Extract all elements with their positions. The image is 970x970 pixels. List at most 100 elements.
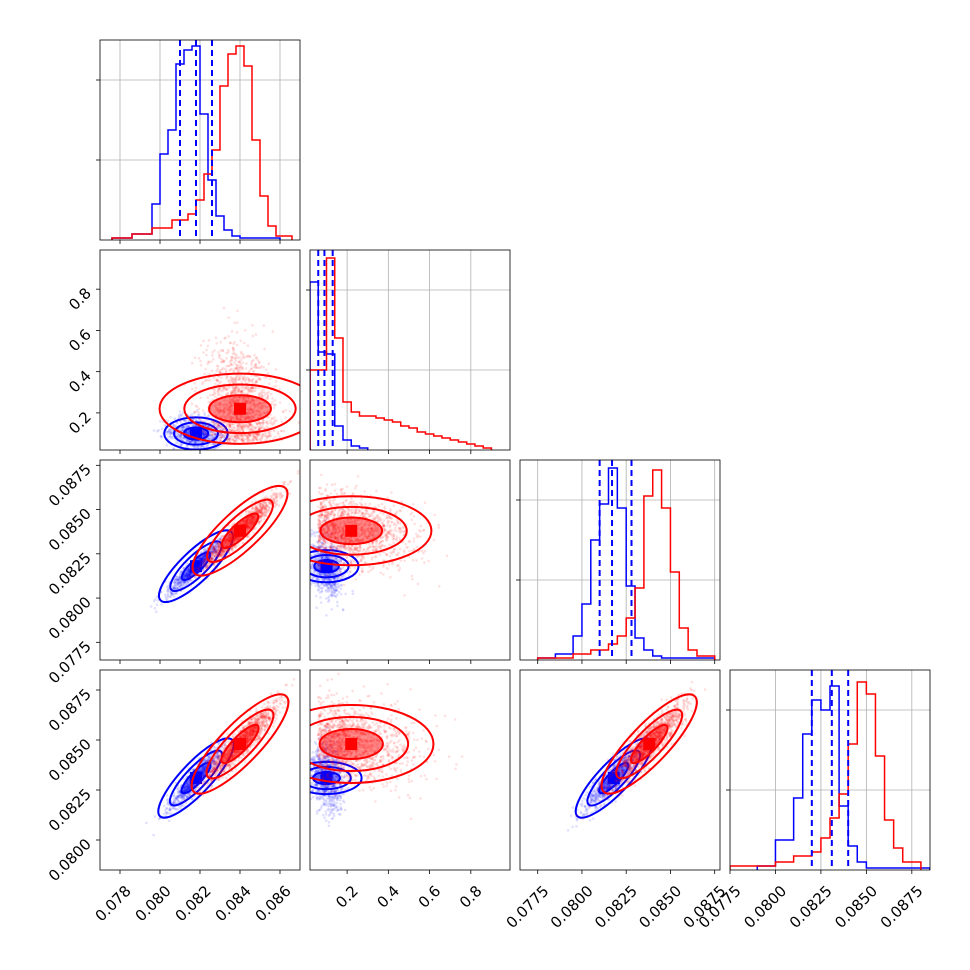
scatter-point <box>255 404 258 408</box>
scatter-point <box>216 365 220 368</box>
scatter-point <box>259 438 263 442</box>
scatter-point <box>218 433 222 437</box>
scatter-point <box>214 432 217 436</box>
scatter-point <box>214 395 217 399</box>
scatter-point <box>175 441 178 445</box>
scatter-point <box>223 417 227 420</box>
scatter-point <box>230 530 234 534</box>
scatter-point <box>237 417 240 421</box>
scatter-point <box>226 538 229 542</box>
scatter-point <box>226 399 230 402</box>
scatter-point <box>249 423 252 426</box>
scatter-point <box>255 380 258 384</box>
scatter-point <box>250 396 254 400</box>
scatter-point <box>201 409 205 412</box>
scatter-point <box>238 374 241 377</box>
scatter-point <box>250 412 253 415</box>
scatter-point <box>263 391 267 394</box>
scatter-point <box>228 405 232 409</box>
scatter-point <box>221 389 225 392</box>
scatter-point <box>155 603 159 607</box>
scatter-point <box>213 550 216 554</box>
scatter-point <box>255 433 259 436</box>
scatter-point <box>204 558 208 561</box>
scatter-point <box>160 427 164 431</box>
scatter-point <box>211 443 215 446</box>
scatter-point <box>223 408 226 412</box>
y-tick-label: 0.0775 <box>45 637 95 687</box>
scatter-point <box>239 521 243 525</box>
scatter-point <box>237 433 240 437</box>
scatter-point <box>241 377 245 381</box>
scatter-point <box>176 578 180 581</box>
scatter-point <box>220 368 224 371</box>
scatter-point <box>201 569 205 573</box>
scatter-point <box>180 443 184 446</box>
scatter-point <box>222 543 226 546</box>
scatter-point <box>215 550 219 554</box>
scatter-point <box>201 559 205 562</box>
scatter-point <box>268 377 272 381</box>
scatter-point <box>261 401 265 405</box>
scatter-point <box>248 520 252 524</box>
scatter-point <box>250 515 254 519</box>
scatter-point <box>185 574 189 578</box>
scatter-point <box>214 336 218 340</box>
scatter-point <box>185 572 188 576</box>
scatter-point <box>217 408 220 412</box>
scatter-point <box>191 573 194 576</box>
scatter-point <box>219 552 222 555</box>
scatter-point <box>232 376 235 380</box>
scatter-point <box>244 437 248 441</box>
scatter-point <box>182 437 185 440</box>
scatter-point <box>224 428 228 432</box>
scatter-point <box>252 386 255 390</box>
scatter-point <box>245 415 249 419</box>
scatter-point <box>181 567 185 571</box>
scatter-point <box>234 396 237 400</box>
scatter-point <box>230 358 233 362</box>
scatter-point <box>236 309 239 313</box>
scatter-point <box>217 424 221 428</box>
scatter-point <box>264 411 267 415</box>
scatter-point <box>226 392 230 396</box>
scatter-point <box>223 367 227 370</box>
scatter-point <box>242 415 245 418</box>
scatter-point <box>301 572 304 575</box>
scatter-point <box>212 554 216 558</box>
scatter-point <box>227 335 230 338</box>
scatter-point <box>217 547 221 550</box>
scatter-point <box>197 357 201 360</box>
scatter-point <box>232 423 235 426</box>
scatter-point <box>245 427 248 430</box>
scatter-point <box>175 584 178 587</box>
scatter-point <box>247 402 251 405</box>
scatter-point <box>218 408 222 411</box>
scatter-point <box>247 433 250 436</box>
scatter-point <box>168 428 172 431</box>
scatter-point <box>244 418 248 421</box>
scatter-point <box>179 433 183 437</box>
scatter-point <box>217 412 220 415</box>
scatter-point <box>238 437 242 440</box>
scatter-point <box>178 572 182 576</box>
scatter-point <box>237 426 240 429</box>
scatter-point <box>220 425 224 429</box>
scatter-point <box>230 356 234 360</box>
scatter-point <box>229 403 233 407</box>
scatter-point <box>272 406 276 410</box>
scatter-point <box>251 386 255 390</box>
scatter-point <box>231 412 235 416</box>
hist-panel-0 <box>96 39 301 244</box>
scatter-point <box>203 559 206 562</box>
scatter-point <box>202 559 206 562</box>
scatter-point <box>229 400 232 404</box>
scatter-point <box>180 443 183 447</box>
scatter-point <box>216 379 219 382</box>
scatter-point <box>231 438 234 442</box>
scatter-point <box>251 370 255 373</box>
scatter-point <box>178 443 181 447</box>
scatter-point <box>182 581 186 585</box>
scatter-point <box>210 557 214 560</box>
scatter-point <box>169 591 173 594</box>
